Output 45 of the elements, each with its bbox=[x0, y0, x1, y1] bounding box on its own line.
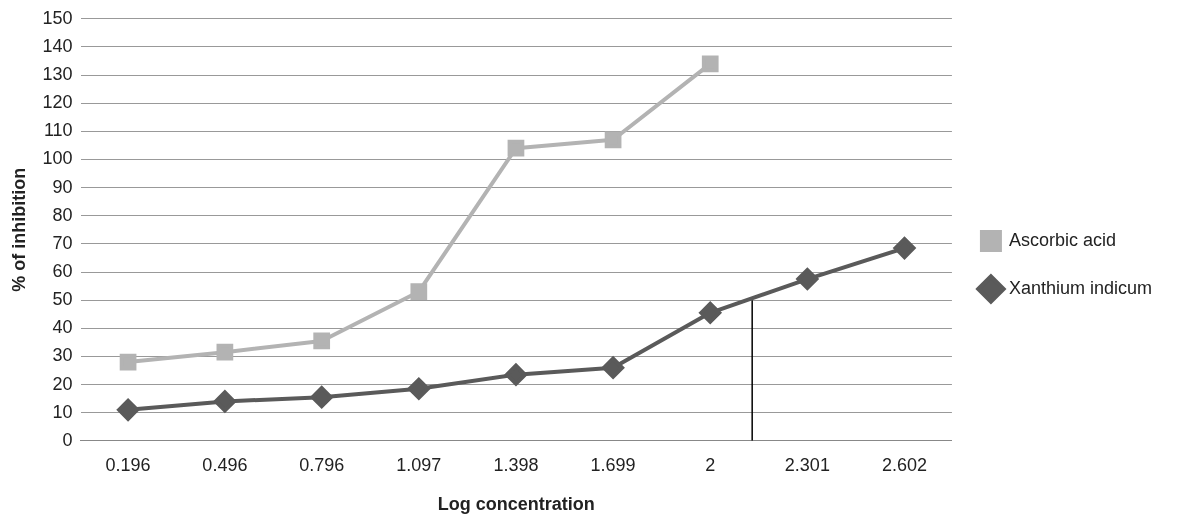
point bbox=[213, 390, 236, 413]
y-tick-label: 50 bbox=[52, 289, 73, 310]
point bbox=[796, 268, 819, 291]
x-tick-label: 1.398 bbox=[493, 454, 539, 475]
legend-label: Ascorbic acid bbox=[1008, 229, 1116, 250]
point bbox=[604, 131, 622, 149]
y-tick-label: 70 bbox=[52, 232, 73, 253]
y-tick-label: 150 bbox=[42, 7, 73, 28]
y-tick-label: 130 bbox=[42, 64, 73, 85]
point bbox=[117, 398, 140, 421]
point bbox=[504, 363, 527, 386]
y-tick-label: 140 bbox=[42, 35, 73, 56]
y-tick-label: 80 bbox=[52, 204, 73, 225]
point bbox=[410, 283, 428, 301]
x-tick-label: 1.699 bbox=[590, 454, 636, 475]
x-axis-title: Log concentration bbox=[437, 494, 595, 515]
x-tick-label: 0.196 bbox=[105, 454, 151, 475]
point bbox=[507, 139, 525, 157]
y-axis-title: % of inhibition bbox=[8, 167, 29, 292]
point bbox=[407, 377, 430, 400]
x-tick-label: 0.496 bbox=[202, 454, 248, 475]
point bbox=[701, 55, 719, 73]
point bbox=[313, 332, 331, 350]
point bbox=[699, 301, 722, 324]
point bbox=[893, 237, 916, 260]
y-tick-label: 30 bbox=[52, 345, 73, 366]
y-tick-label: 0 bbox=[62, 429, 73, 450]
y-tick-label: 60 bbox=[52, 260, 73, 281]
x-tick-label: 0.796 bbox=[299, 454, 345, 475]
y-tick-label: 110 bbox=[43, 120, 73, 141]
point bbox=[310, 386, 333, 409]
y-tick-label: 90 bbox=[52, 176, 73, 197]
point bbox=[602, 356, 625, 379]
y-tick-label: 20 bbox=[52, 373, 73, 394]
legend-label: Xanthium indicum bbox=[1008, 277, 1153, 298]
x-tick-label: 1.097 bbox=[396, 454, 442, 475]
x-tick-label: 2 bbox=[705, 454, 716, 475]
y-tick-label: 10 bbox=[52, 401, 73, 422]
x-tick-label: 2.301 bbox=[784, 454, 830, 475]
point bbox=[119, 353, 137, 371]
x-tick-label: 2.602 bbox=[881, 454, 928, 475]
y-tick-label: 100 bbox=[42, 148, 73, 169]
y-tick-label: 120 bbox=[42, 92, 73, 113]
y-tick-label: 40 bbox=[52, 317, 73, 338]
point bbox=[216, 343, 234, 361]
